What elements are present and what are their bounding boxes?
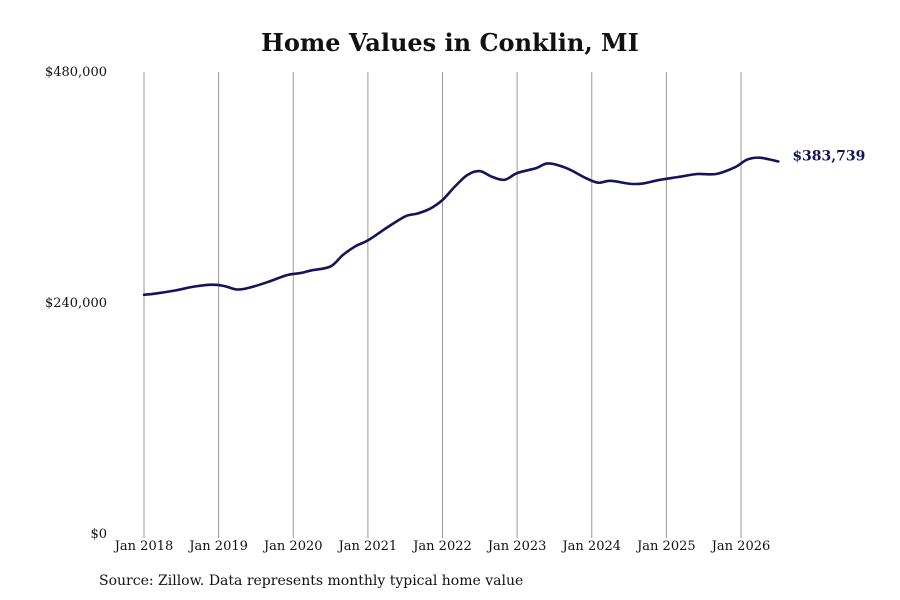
y-axis-ticks: $480,000 $240,000 $0 xyxy=(45,65,107,542)
x-tick-label: Jan 2020 xyxy=(262,539,323,554)
x-tick-label: Jan 2023 xyxy=(486,539,547,554)
chart-title: Home Values in Conklin, MI xyxy=(261,28,639,57)
last-value-label: $383,739 xyxy=(792,149,865,165)
y-tick-label: $0 xyxy=(90,527,107,542)
x-tick-label: Jan 2025 xyxy=(635,539,696,554)
vertical-gridlines xyxy=(143,72,742,538)
x-tick-label: Jan 2021 xyxy=(337,539,398,554)
x-axis-ticks: Jan 2018 Jan 2019 Jan 2020 Jan 2021 Jan 2022… xyxy=(113,539,771,554)
x-tick-label: Jan 2018 xyxy=(113,539,174,554)
source-note: Source: Zillow. Data represents monthly … xyxy=(99,573,524,589)
x-tick-label: Jan 2026 xyxy=(710,539,771,554)
home-value-line xyxy=(142,156,780,297)
y-tick-label: $480,000 xyxy=(45,65,107,80)
x-tick-label: Jan 2024 xyxy=(560,539,621,554)
x-tick-label: Jan 2019 xyxy=(187,539,248,554)
x-tick-label: Jan 2022 xyxy=(411,539,472,554)
y-tick-label: $240,000 xyxy=(45,296,107,311)
